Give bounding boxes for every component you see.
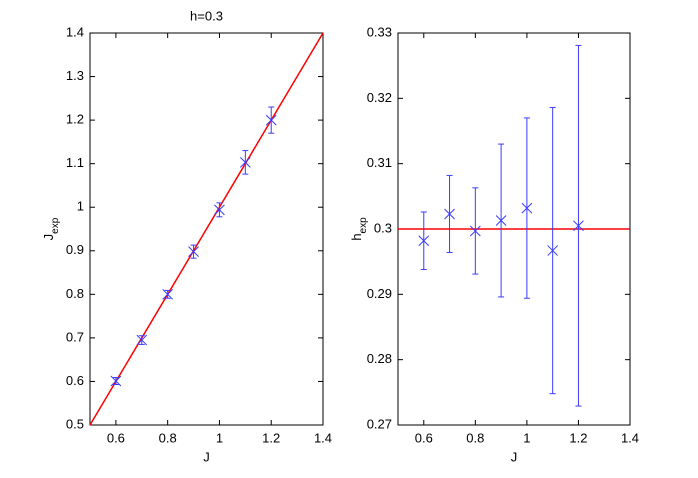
marker xyxy=(136,334,148,346)
y-tick-label: 0.31 xyxy=(367,155,392,170)
axes-box xyxy=(89,32,324,426)
y-tick-label: 0.29 xyxy=(367,286,392,301)
marker xyxy=(495,215,507,226)
marker xyxy=(214,204,225,216)
y-tick-label: 0.28 xyxy=(367,351,392,366)
y-tick-label: 0.27 xyxy=(367,416,392,431)
x-tick-label: 0.6 xyxy=(107,430,125,445)
x-tick-label: 1.4 xyxy=(314,430,332,445)
marker xyxy=(573,220,584,232)
marker xyxy=(239,157,251,168)
reference-line xyxy=(89,32,324,426)
y-tick-label: 0.5 xyxy=(66,416,84,431)
y-tick-label: 1.4 xyxy=(66,24,84,39)
x-tick-label: 1.2 xyxy=(569,430,587,445)
marker xyxy=(162,288,174,300)
x-tick-label: 0.8 xyxy=(159,430,177,445)
y-axis-label-sub: exp xyxy=(50,217,61,234)
x-tick-label: 1.2 xyxy=(262,430,280,445)
y-tick-label: 0.8 xyxy=(66,286,84,301)
y-tick-label: 0.9 xyxy=(66,242,84,257)
y-tick-label: 1.3 xyxy=(66,68,84,83)
marker xyxy=(418,235,430,247)
y-tick-label: 0.33 xyxy=(367,24,392,39)
x-tick-label: 0.6 xyxy=(415,430,433,445)
y-tick-label: 0.7 xyxy=(66,329,84,344)
marker xyxy=(444,208,455,220)
y-tick-label: 0.3 xyxy=(374,220,392,235)
x-tick-label: 1 xyxy=(216,430,223,445)
y-tick-label: 0.32 xyxy=(367,90,392,105)
y-axis-label-sub: exp xyxy=(358,217,369,234)
x-tick-label: 1 xyxy=(523,430,530,445)
chart-title: h=0.3 xyxy=(190,8,223,23)
y-tick-label: 0.6 xyxy=(66,373,84,388)
y-tick-label: 1 xyxy=(77,199,84,214)
y-tick-label: 1.1 xyxy=(66,155,84,170)
x-axis-label: J xyxy=(203,449,210,464)
marker xyxy=(469,225,481,237)
y-axis-label-main: J xyxy=(41,234,56,241)
marker xyxy=(110,375,122,387)
marker xyxy=(521,202,533,214)
x-tick-label: 1.4 xyxy=(621,430,639,445)
x-axis-label: J xyxy=(511,449,518,464)
y-axis-label: Jexp xyxy=(41,217,60,240)
marker xyxy=(265,114,277,126)
x-tick-label: 0.8 xyxy=(466,430,484,445)
marker xyxy=(188,246,199,258)
y-axis-label: hexp xyxy=(349,217,368,241)
y-axis-label-main: h xyxy=(349,233,364,240)
marker xyxy=(547,245,559,256)
y-tick-label: 1.2 xyxy=(66,112,84,127)
